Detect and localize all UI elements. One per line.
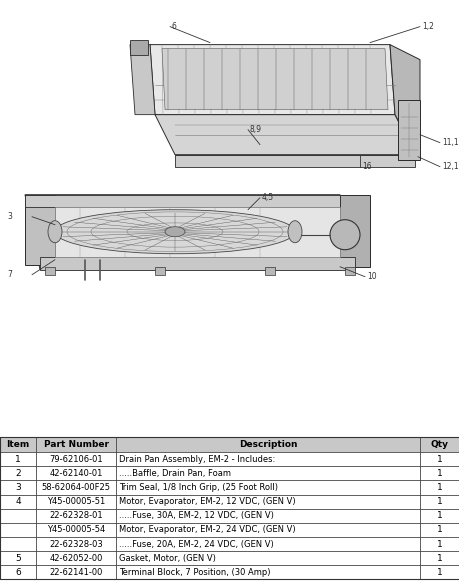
Bar <box>0 551 459 565</box>
Bar <box>0 481 459 495</box>
Text: 6: 6 <box>15 568 21 577</box>
Bar <box>0 466 459 481</box>
Polygon shape <box>389 45 419 159</box>
Ellipse shape <box>165 227 185 237</box>
Bar <box>0 495 459 509</box>
Text: 1: 1 <box>436 497 442 506</box>
Text: 1: 1 <box>436 554 442 563</box>
Text: 7: 7 <box>7 270 12 280</box>
Text: 1: 1 <box>436 526 442 534</box>
Bar <box>0 437 459 452</box>
Bar <box>155 267 165 275</box>
Ellipse shape <box>287 221 302 243</box>
Text: 3: 3 <box>15 483 21 492</box>
Polygon shape <box>25 195 55 265</box>
Polygon shape <box>130 45 155 115</box>
Text: 42-62140-01: 42-62140-01 <box>49 469 103 478</box>
Bar <box>344 267 354 275</box>
Text: Drain Pan Assembly, EM-2 - Includes:: Drain Pan Assembly, EM-2 - Includes: <box>119 455 275 464</box>
Text: 42-62052-00: 42-62052-00 <box>49 554 103 563</box>
Text: 2: 2 <box>15 469 21 478</box>
Text: Item: Item <box>6 440 29 449</box>
Text: 1: 1 <box>436 540 442 548</box>
Polygon shape <box>130 40 148 54</box>
Polygon shape <box>155 115 414 155</box>
Text: 12,13,14: 12,13,14 <box>441 162 459 171</box>
Text: 1,2: 1,2 <box>421 22 433 31</box>
Text: Motor, Evaporator, EM-2, 12 VDC, (GEN V): Motor, Evaporator, EM-2, 12 VDC, (GEN V) <box>119 497 295 506</box>
Text: 1: 1 <box>436 483 442 492</box>
Text: 22-62328-01: 22-62328-01 <box>49 512 103 520</box>
Text: Motor, Evaporator, EM-2, 24 VDC, (GEN V): Motor, Evaporator, EM-2, 24 VDC, (GEN V) <box>119 526 295 534</box>
Text: 22-62328-03: 22-62328-03 <box>49 540 103 548</box>
Polygon shape <box>25 195 339 207</box>
Text: EVAPORATOR, EM-2,GEN V (Common Parts) OPTION 1: EVAPORATOR, EM-2,GEN V (Common Parts) OP… <box>48 7 339 18</box>
Text: Trim Seal, 1/8 Inch Grip, (25 Foot Roll): Trim Seal, 1/8 Inch Grip, (25 Foot Roll) <box>119 483 278 492</box>
Text: 8,9: 8,9 <box>249 125 262 134</box>
Text: 79-62106-01: 79-62106-01 <box>49 455 103 464</box>
Text: .....Baffle, Drain Pan, Foam: .....Baffle, Drain Pan, Foam <box>119 469 231 478</box>
Text: 5: 5 <box>15 554 21 563</box>
Text: 1: 1 <box>436 455 442 464</box>
Polygon shape <box>339 195 369 267</box>
Ellipse shape <box>55 210 294 254</box>
Text: 1: 1 <box>436 469 442 478</box>
Text: Y45-00005-54: Y45-00005-54 <box>47 526 105 534</box>
Text: Qty: Qty <box>430 440 448 449</box>
Text: 1: 1 <box>436 512 442 520</box>
Text: Gasket, Motor, (GEN V): Gasket, Motor, (GEN V) <box>119 554 216 563</box>
Text: 4: 4 <box>15 497 21 506</box>
Ellipse shape <box>329 220 359 250</box>
Polygon shape <box>162 49 387 110</box>
Polygon shape <box>40 257 354 270</box>
Text: Terminal Block, 7 Position, (30 Amp): Terminal Block, 7 Position, (30 Amp) <box>119 568 270 577</box>
Text: .....Fuse, 20A, EM-2, 24 VDC, (GEN V): .....Fuse, 20A, EM-2, 24 VDC, (GEN V) <box>119 540 274 548</box>
Bar <box>264 267 274 275</box>
Bar <box>0 509 459 523</box>
Text: 10: 10 <box>366 272 376 281</box>
Text: 22-62141-00: 22-62141-00 <box>49 568 103 577</box>
Bar <box>0 452 459 466</box>
Bar <box>0 523 459 537</box>
Polygon shape <box>150 45 394 115</box>
Text: 4,5: 4,5 <box>262 193 274 202</box>
Text: 6: 6 <box>172 22 177 31</box>
Text: Y45-00005-51: Y45-00005-51 <box>47 497 105 506</box>
Polygon shape <box>174 155 414 166</box>
Polygon shape <box>25 195 354 270</box>
Text: 1: 1 <box>15 455 21 464</box>
Text: Description: Description <box>238 440 297 449</box>
Text: .....Fuse, 30A, EM-2, 12 VDC, (GEN V): .....Fuse, 30A, EM-2, 12 VDC, (GEN V) <box>119 512 274 520</box>
Bar <box>45 267 55 275</box>
Polygon shape <box>55 207 339 257</box>
Bar <box>0 565 459 580</box>
Bar <box>0 537 459 551</box>
Text: 11,15: 11,15 <box>441 138 459 147</box>
Text: 3: 3 <box>7 212 12 221</box>
Text: 58-62064-00F25: 58-62064-00F25 <box>41 483 111 492</box>
Text: 1.2.3: 1.2.3 <box>7 7 35 18</box>
Polygon shape <box>397 100 419 159</box>
Text: Part Number: Part Number <box>44 440 108 449</box>
Text: 1: 1 <box>436 568 442 577</box>
Text: 16: 16 <box>361 162 371 171</box>
Ellipse shape <box>48 221 62 243</box>
